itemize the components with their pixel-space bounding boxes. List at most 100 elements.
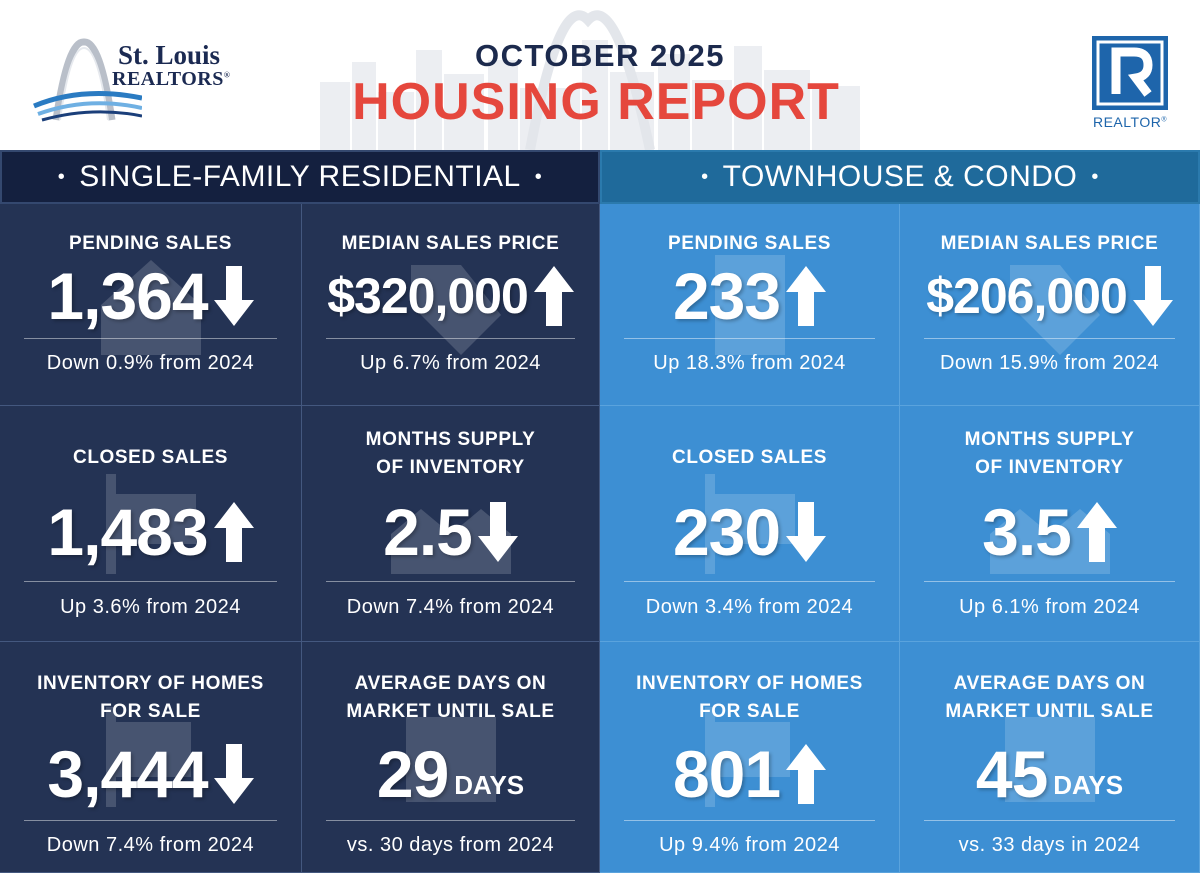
metric-tile: AVERAGE DAYS ON MARKET UNTIL SALE 45 DAYS vs… <box>900 642 1200 873</box>
metric-label-line: MARKET UNTIL SALE <box>346 701 555 722</box>
metric-label: CLOSED SALES <box>0 444 301 472</box>
calendar-icon <box>1004 717 1095 802</box>
metric-value-row: 45 DAYS <box>900 734 1199 814</box>
metric-change-note: Down 7.4% from 2024 <box>46 834 255 856</box>
metric-unit: DAYS <box>1053 769 1124 800</box>
metric-tile: MONTHS SUPPLY OF INVENTORY 3.5 Up 6.1% from… <box>900 406 1200 642</box>
metric-value: 45 <box>975 737 1048 811</box>
divider <box>24 581 277 582</box>
divider <box>326 581 575 582</box>
metric-value-row: 230 <box>600 492 899 572</box>
metric-value: 3,444 <box>47 737 208 811</box>
metric-label: AVERAGE DAYS ON MARKET UNTIL SALE <box>302 670 599 726</box>
metric-value: 2.5 <box>383 495 473 569</box>
arrow-up-icon <box>533 266 574 326</box>
calendar-icon <box>405 717 496 802</box>
divider <box>24 338 277 339</box>
metric-value-row: 233 <box>600 256 899 336</box>
divider <box>624 820 875 821</box>
bullet-icon: • <box>534 165 543 188</box>
metric-change-note: Down 3.4% from 2024 <box>645 596 854 618</box>
metric-value-row: 29 DAYS <box>302 734 599 814</box>
metric-label: CLOSED SALES <box>600 444 899 472</box>
metric-value: 1,483 <box>47 495 208 569</box>
divider <box>924 338 1175 339</box>
bullet-icon: • <box>701 165 709 188</box>
metric-label-line: INVENTORY OF HOMES <box>37 673 264 694</box>
metric-tile: MEDIAN SALES PRICE $320,000 Up 6.7% from 2… <box>302 204 600 406</box>
metric-value-row: 3,444 <box>0 734 301 814</box>
report-title: HOUSING REPORT <box>352 73 840 131</box>
metric-tile: CLOSED SALES 1,483 Up 3.6% from 2024 <box>0 406 302 642</box>
metric-change-note: Up 6.7% from 2024 <box>360 352 541 374</box>
metric-label-line: OF INVENTORY <box>975 457 1124 478</box>
metric-label-line: MONTHS SUPPLY <box>964 429 1135 450</box>
metric-label-line: CLOSED SALES <box>73 447 228 468</box>
metric-change-note: Down 15.9% from 2024 <box>939 352 1159 374</box>
metric-label-line: MEDIAN SALES PRICE <box>940 233 1159 254</box>
metric-tile: INVENTORY OF HOMES FOR SALE 801 Up 9.4% fro… <box>600 642 900 873</box>
metric-tile: INVENTORY OF HOMES FOR SALE 3,444 Down 7.4%… <box>0 642 302 873</box>
divider <box>326 820 575 821</box>
section-header-townhouse-condo: • TOWNHOUSE & CONDO • <box>600 150 1200 204</box>
metric-tile: AVERAGE DAYS ON MARKET UNTIL SALE 29 DAYS vs… <box>302 642 600 873</box>
brand-subtitle: REALTORS® <box>112 68 231 90</box>
metric-label: PENDING SALES <box>0 230 301 258</box>
metric-label: AVERAGE DAYS ON MARKET UNTIL SALE <box>900 670 1199 726</box>
metric-label: MONTHS SUPPLY OF INVENTORY <box>302 426 599 482</box>
metric-change-note: Up 18.3% from 2024 <box>653 352 846 374</box>
metric-label-line: FOR SALE <box>100 701 201 722</box>
metric-label: PENDING SALES <box>600 230 899 258</box>
metric-change-note: Up 3.6% from 2024 <box>60 596 241 618</box>
metric-label: MEDIAN SALES PRICE <box>302 230 599 258</box>
metric-change-note: Down 7.4% from 2024 <box>346 596 555 618</box>
metric-tile: PENDING SALES 233 Up 18.3% from 2024 <box>600 204 900 406</box>
house-icon <box>100 259 201 355</box>
city-skyline-background <box>320 10 860 150</box>
metric-tile: MONTHS SUPPLY OF INVENTORY 2.5 Down 7.4% fr… <box>302 406 600 642</box>
metric-value-row: 801 <box>600 734 899 814</box>
metric-value-row: 2.5 <box>302 492 599 572</box>
arrow-down-icon <box>213 266 254 326</box>
divider <box>924 820 1175 821</box>
metric-value: 801 <box>672 737 781 811</box>
metric-value: $320,000 <box>327 268 529 324</box>
realtor-wordmark: REALTOR® <box>1092 114 1167 130</box>
arrow-down-icon <box>477 502 518 562</box>
metric-value: 29 <box>376 737 449 811</box>
bullet-icon: • <box>57 165 66 188</box>
bullet-icon: • <box>1091 165 1099 188</box>
report-header: St. Louis REALTORS® OCTOBER 2025 HOUSING… <box>0 0 1200 150</box>
metric-tile: PENDING SALES 1,364 Down 0.9% from 2024 <box>0 204 302 406</box>
arrow-up-icon <box>786 266 827 326</box>
metric-label-line: MEDIAN SALES PRICE <box>341 233 560 254</box>
realtor-logo: REALTOR® <box>1092 36 1168 130</box>
metric-label: MEDIAN SALES PRICE <box>900 230 1199 258</box>
divider <box>24 820 277 821</box>
metric-change-note: Up 9.4% from 2024 <box>659 834 840 856</box>
section-header-single-family: • SINGLE-FAMILY RESIDENTIAL • <box>0 150 600 204</box>
section-title: TOWNHOUSE & CONDO <box>722 160 1078 193</box>
arrow-down-icon <box>1132 266 1173 326</box>
arrow-down-icon <box>213 744 254 804</box>
metric-change-note: Up 6.1% from 2024 <box>959 596 1140 618</box>
brand-name: St. Louis <box>118 40 221 70</box>
arrow-up-icon <box>1076 502 1117 562</box>
metric-label: INVENTORY OF HOMES FOR SALE <box>600 670 899 726</box>
realtor-r-icon <box>1092 36 1168 110</box>
metric-label-line: MONTHS SUPPLY <box>365 429 536 450</box>
metric-change-note: vs. 30 days from 2024 <box>346 834 555 856</box>
metric-unit: DAYS <box>454 769 525 800</box>
metric-value: $206,000 <box>926 268 1128 324</box>
sold-sign-icon <box>105 473 196 574</box>
metric-label: INVENTORY OF HOMES FOR SALE <box>0 670 301 726</box>
metric-value: 1,364 <box>47 259 208 333</box>
metric-value: 3.5 <box>982 495 1072 569</box>
metric-tile: CLOSED SALES 230 Down 3.4% from 2024 <box>600 406 900 642</box>
metric-change-note: Down 0.9% from 2024 <box>46 352 255 374</box>
sold-sign-icon <box>704 473 795 574</box>
metric-label-line: FOR SALE <box>699 701 800 722</box>
divider <box>326 338 575 339</box>
st-louis-realtors-logo: St. Louis REALTORS® <box>32 36 242 126</box>
building-icon <box>714 254 785 355</box>
